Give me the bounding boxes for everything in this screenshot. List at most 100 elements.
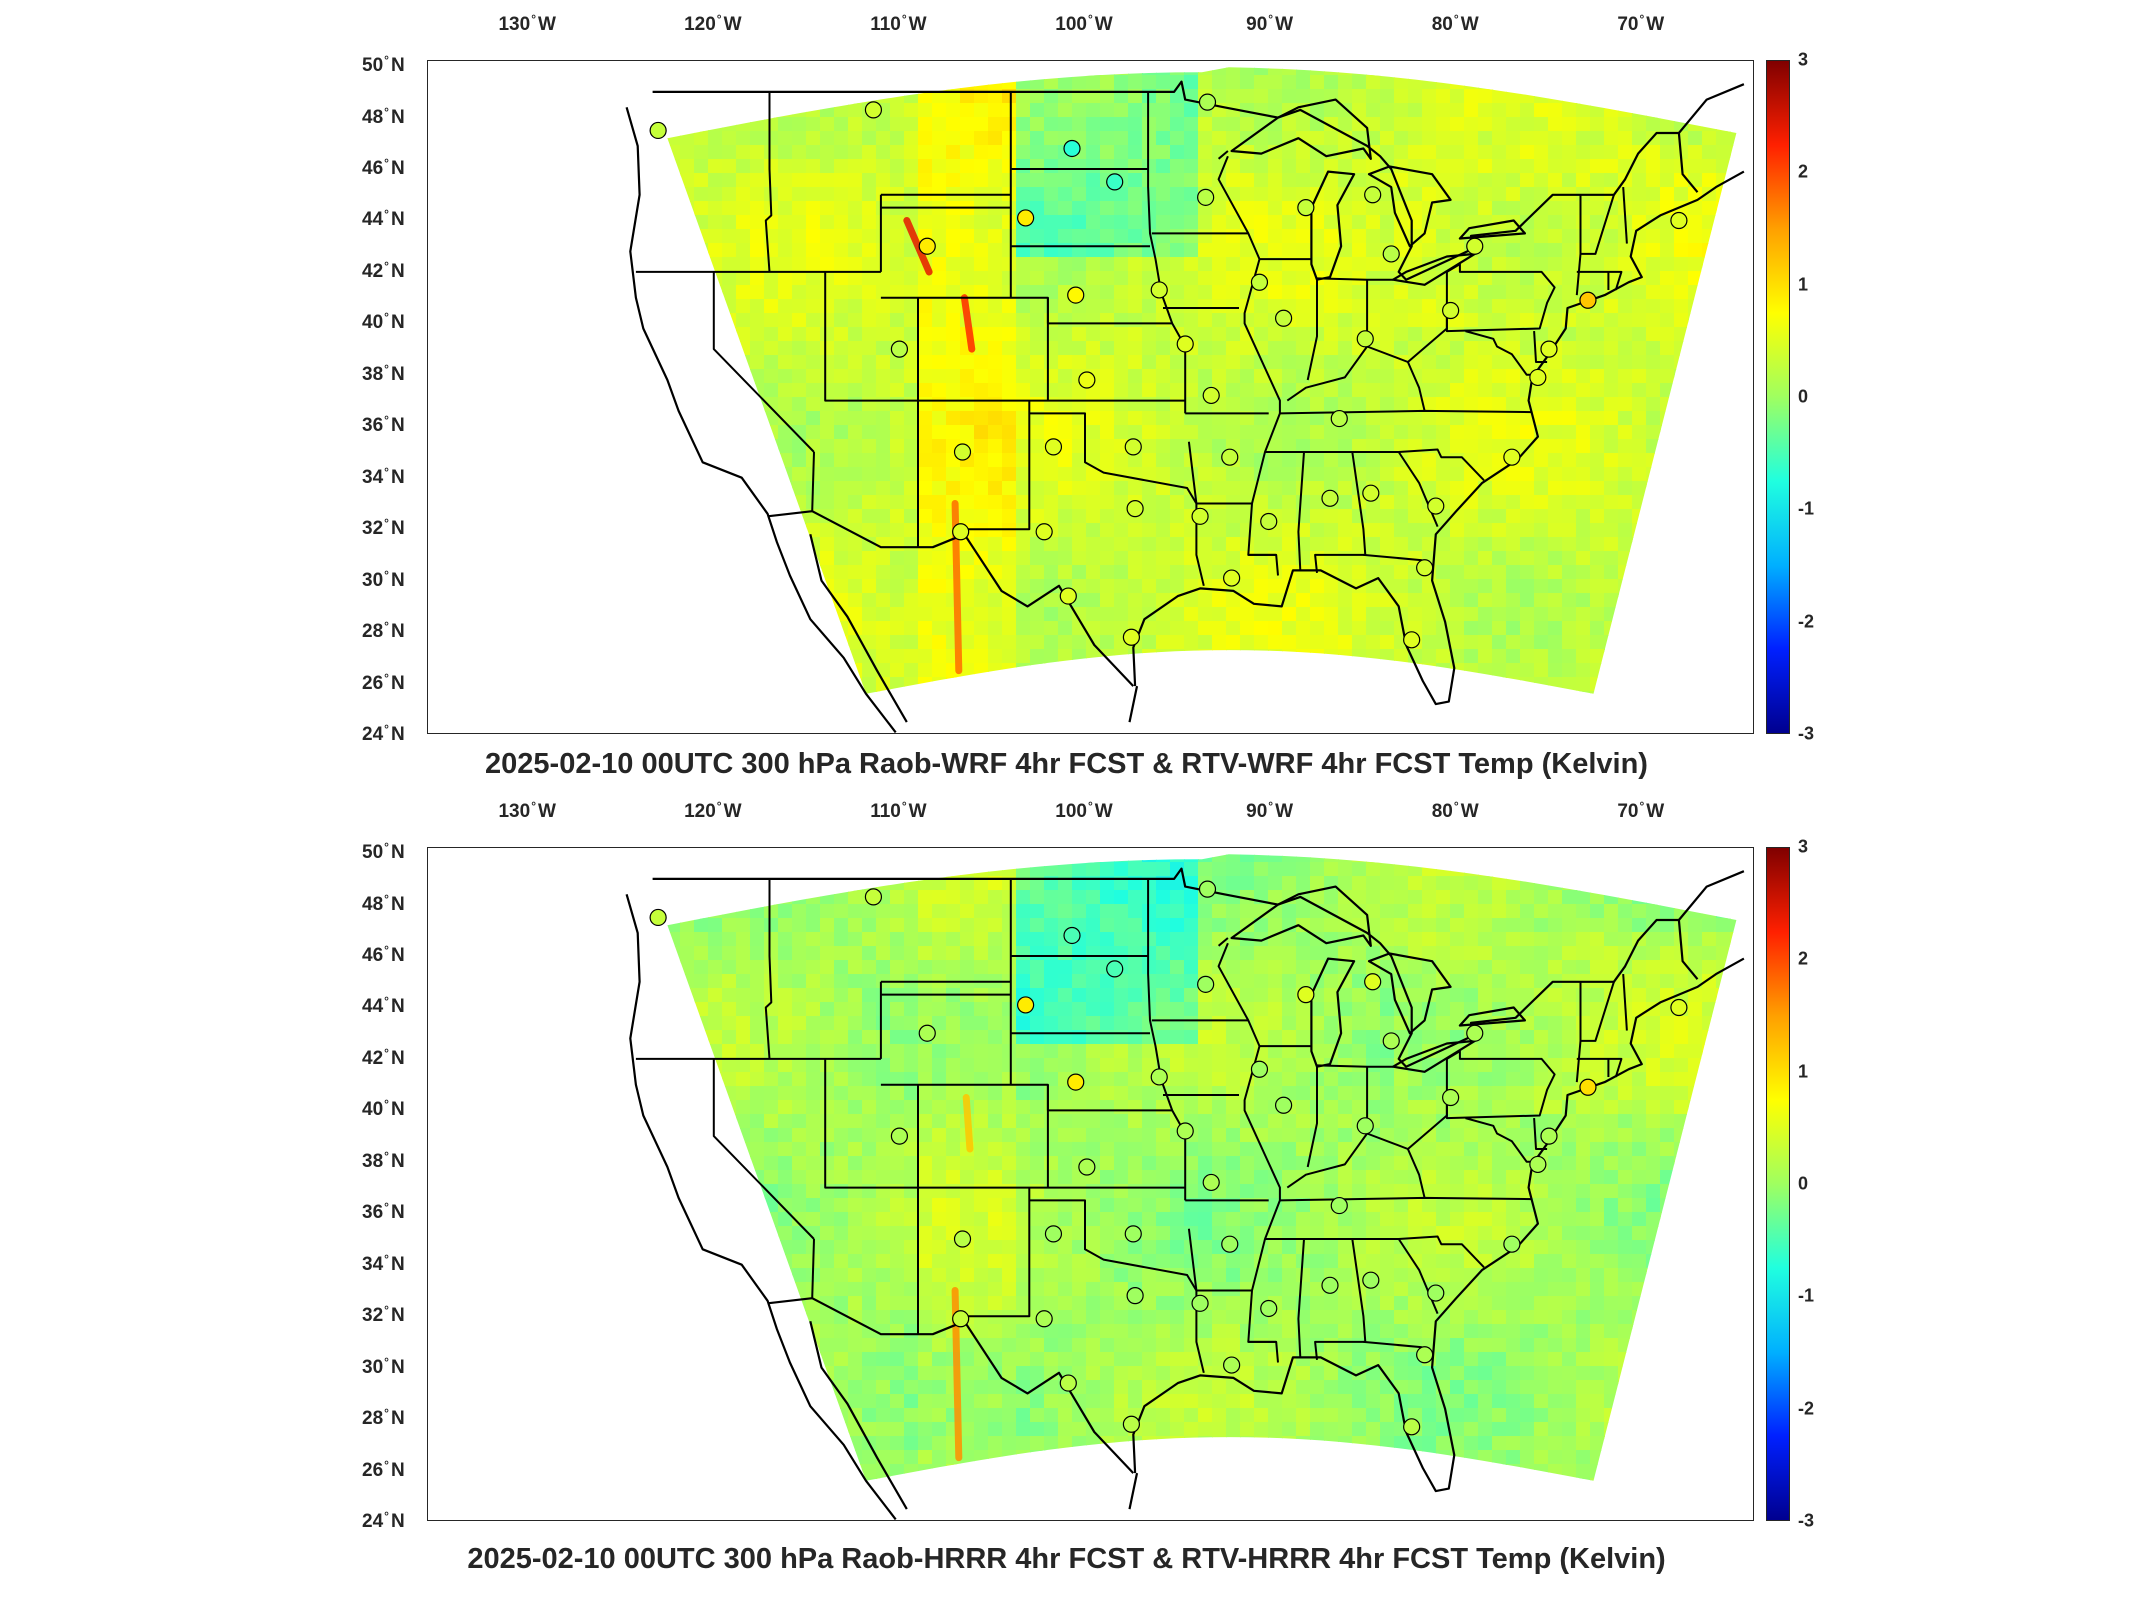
state-line bbox=[1406, 1148, 1426, 1199]
raob-station-marker bbox=[1221, 1235, 1239, 1253]
raob-station-marker bbox=[649, 121, 667, 140]
state-line bbox=[1279, 1196, 1533, 1202]
longitude-tick-label: 80° W bbox=[1431, 799, 1479, 822]
raob-station-marker bbox=[1124, 1225, 1142, 1243]
raob-station-marker bbox=[1150, 281, 1168, 299]
raob-station-marker bbox=[1330, 409, 1348, 428]
latitude-tick-label: 32° N bbox=[362, 1303, 405, 1327]
state-line bbox=[1445, 263, 1556, 333]
state-line bbox=[824, 271, 918, 402]
raob-station-marker bbox=[1356, 1117, 1374, 1135]
raob-station-marker bbox=[1067, 1073, 1085, 1091]
raob-station-marker bbox=[1382, 1032, 1400, 1050]
state-line bbox=[1306, 279, 1318, 381]
raob-station-marker bbox=[1321, 489, 1339, 507]
latitude-tick-label: 28° N bbox=[362, 619, 405, 643]
raob-station-marker bbox=[1356, 330, 1374, 348]
longitude-tick-label: 100° W bbox=[1055, 12, 1113, 35]
longitude-tick-label: 110° W bbox=[870, 799, 927, 822]
state-line bbox=[962, 1187, 1031, 1318]
raob-station-marker bbox=[1035, 523, 1053, 541]
canada-border bbox=[652, 867, 1699, 1068]
coastline bbox=[625, 893, 897, 1520]
state-line bbox=[811, 1238, 815, 1299]
canada-border bbox=[652, 80, 1699, 281]
state-line bbox=[1029, 1199, 1205, 1374]
longitude-tick-label: 110° W bbox=[870, 12, 927, 35]
raob-station-marker bbox=[1059, 1374, 1077, 1392]
raob-station-marker bbox=[1670, 211, 1688, 230]
raob-station-marker bbox=[1035, 1310, 1053, 1328]
great-lake bbox=[1230, 885, 1372, 947]
raob-station-marker bbox=[1223, 1356, 1241, 1374]
raob-station-marker bbox=[1124, 438, 1142, 456]
state-line bbox=[1622, 187, 1628, 244]
map-svg bbox=[625, 67, 1745, 733]
latitude-tick-label: 46° N bbox=[362, 156, 405, 180]
state-line bbox=[1187, 441, 1252, 505]
state-line bbox=[811, 451, 815, 512]
raob-station-marker bbox=[649, 908, 667, 927]
raob-station-marker bbox=[1078, 1158, 1096, 1176]
map-frame bbox=[427, 60, 1754, 734]
state-line bbox=[1622, 974, 1628, 1031]
raob-station-marker bbox=[1063, 926, 1081, 945]
latitude-tick-label: 24° N bbox=[362, 1509, 405, 1532]
raob-station-marker bbox=[864, 888, 883, 906]
raob-station-marker bbox=[1579, 291, 1597, 309]
latitude-tick-label: 36° N bbox=[362, 413, 405, 437]
latitude-tick-label: 38° N bbox=[362, 361, 405, 385]
raob-station-marker bbox=[1540, 340, 1558, 358]
state-line bbox=[1445, 1050, 1556, 1120]
latitude-tick-label: 38° N bbox=[362, 1148, 405, 1172]
raob-station-marker bbox=[1503, 1235, 1521, 1253]
colorbar-tick-label: -2 bbox=[1798, 611, 1815, 632]
state-boundaries bbox=[635, 878, 1628, 1374]
longitude-tick-label: 100° W bbox=[1055, 799, 1113, 822]
coastline bbox=[1678, 83, 1745, 134]
state-line bbox=[1187, 1228, 1252, 1292]
state-line bbox=[1265, 1235, 1485, 1268]
raob-station-marker bbox=[1362, 1271, 1380, 1289]
map-svg bbox=[625, 854, 1745, 1520]
raob-station-marker bbox=[1202, 386, 1220, 405]
raob-station-marker bbox=[1466, 1024, 1484, 1042]
colorbar bbox=[1766, 847, 1790, 1521]
coastline bbox=[1132, 957, 1745, 1493]
colorbar-tick-label: 2 bbox=[1798, 161, 1809, 182]
longitude-tick-label: 130° W bbox=[498, 799, 556, 822]
latitude-tick-label: 48° N bbox=[362, 891, 405, 915]
raob-station-marker bbox=[1063, 139, 1081, 158]
coastlines bbox=[625, 867, 1745, 1520]
raob-station-marker bbox=[1364, 973, 1382, 991]
state-line bbox=[1580, 981, 1615, 1042]
raob-station-marker bbox=[1221, 448, 1239, 466]
state-line bbox=[824, 1058, 918, 1189]
raob-station-marker bbox=[1198, 93, 1217, 111]
raob-station-marker bbox=[1364, 186, 1382, 204]
raob-station-marker bbox=[1330, 1196, 1348, 1215]
colorbar-tick-label: 3 bbox=[1798, 836, 1809, 857]
raob-station-marker bbox=[1044, 1225, 1063, 1243]
longitude-tick-label: 70° W bbox=[1617, 799, 1665, 822]
raob-station-marker bbox=[1442, 301, 1460, 320]
longitude-tick-label: 90° W bbox=[1246, 12, 1294, 35]
mexico-border bbox=[767, 510, 1135, 687]
state-line bbox=[764, 91, 773, 272]
colorbar-tick-label: -2 bbox=[1798, 1398, 1815, 1419]
longitude-tick-label: 70° W bbox=[1617, 12, 1665, 35]
raob-station-marker bbox=[1202, 1173, 1220, 1192]
great-lake bbox=[1230, 98, 1372, 160]
latitude-tick-label: 42° N bbox=[362, 258, 405, 282]
latitude-tick-label: 32° N bbox=[362, 516, 405, 540]
raob-station-marker bbox=[1427, 497, 1445, 515]
state-line bbox=[1217, 937, 1229, 947]
colorbar-tick-label: -3 bbox=[1798, 723, 1815, 744]
state-line bbox=[712, 1058, 815, 1240]
raob-station-marker bbox=[1540, 1127, 1558, 1145]
raob-station-marker bbox=[1223, 569, 1241, 587]
latitude-tick-label: 44° N bbox=[362, 207, 405, 231]
latitude-tick-label: 34° N bbox=[362, 464, 405, 488]
raob-station-marker bbox=[1297, 986, 1315, 1004]
longitude-tick-label: 120° W bbox=[684, 12, 742, 35]
